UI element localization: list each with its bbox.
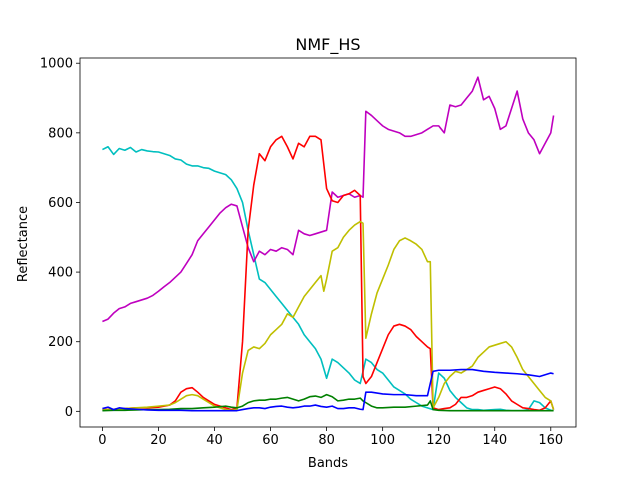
- y-tick-label: 800: [48, 126, 73, 141]
- series-line-5: [102, 393, 554, 412]
- chart-title: NMF_HS: [295, 35, 360, 55]
- series-line-4: [102, 220, 555, 412]
- y-tick-label: 400: [48, 266, 73, 281]
- series-line-2: [102, 76, 555, 323]
- y-tick-label: 0: [65, 405, 73, 420]
- x-tick-label: 140: [482, 433, 507, 448]
- x-axis: 0 20 40 60 80 100 120 140 160: [98, 427, 563, 448]
- x-tick-label: 0: [98, 433, 106, 448]
- y-axis: 0 200 400 600 800 1000: [40, 57, 80, 420]
- y-tick-label: 600: [48, 196, 73, 211]
- y-tick-label: 200: [48, 335, 73, 350]
- x-axis-label: Bands: [308, 456, 348, 471]
- y-axis-label: Reflectance: [16, 206, 31, 282]
- x-tick-label: 120: [426, 433, 451, 448]
- series-line-3: [102, 135, 555, 412]
- series-line-6: [102, 368, 554, 412]
- x-tick-label: 100: [370, 433, 395, 448]
- x-tick-label: 80: [318, 433, 335, 448]
- plot-area: [79, 57, 577, 428]
- series-layer: [102, 76, 555, 412]
- x-tick-label: 20: [150, 433, 167, 448]
- y-tick-label: 1000: [40, 57, 73, 72]
- plot-background: [80, 58, 576, 427]
- x-tick-label: 160: [538, 433, 563, 448]
- x-tick-label: 40: [206, 433, 223, 448]
- plot-frame: [79, 57, 577, 428]
- x-tick-label: 60: [262, 433, 279, 448]
